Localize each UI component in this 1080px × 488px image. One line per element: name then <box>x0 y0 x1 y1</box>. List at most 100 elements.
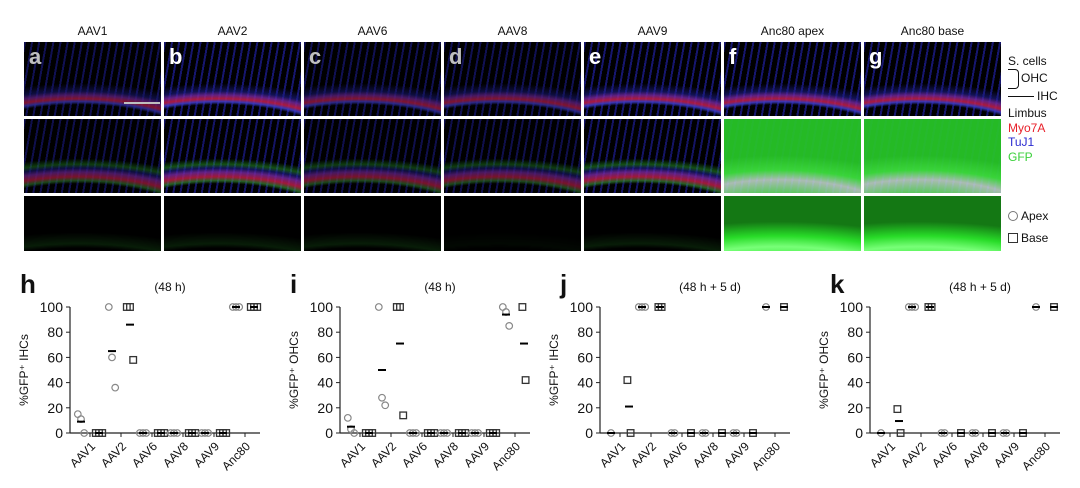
micrograph-panel <box>24 119 161 193</box>
square-icon <box>1008 233 1018 243</box>
x-tick-label: AAV6 <box>399 439 430 470</box>
micrograph-panel: e <box>584 42 721 116</box>
column-label: AAV8 <box>497 24 528 38</box>
legend-base: Base <box>1021 231 1049 245</box>
stain-legend: S. cells OHC IHC Limbus Myo7A TuJ1 GFP <box>1008 54 1058 164</box>
panel-letter: g <box>869 44 883 69</box>
x-tick-label: AAV8 <box>960 439 991 470</box>
y-tick-label: 100 <box>40 299 64 315</box>
chart-k: k (48 h + 5 d) 0 20 40 60 80 100 %GFP⁺ OHCs AAV1 A… <box>810 255 1080 483</box>
y-tick-label: 40 <box>47 375 63 391</box>
chart-title: (48 h) <box>424 280 456 294</box>
panel-letter: f <box>729 44 737 69</box>
micrograph-panel <box>864 119 1001 193</box>
chart-title: (48 h + 5 d) <box>949 280 1011 294</box>
x-tick-label: Anc80 <box>219 439 253 473</box>
x-tick-label: Anc80 <box>489 439 523 473</box>
micrograph-panel <box>724 119 861 193</box>
chart-svg: 0 20 40 60 80 100 %GFP⁺ IHCs AAV1 AAV2 AAV6 AAV8 AA… <box>547 299 790 473</box>
x-tick-label: AAV2 <box>368 439 399 470</box>
y-tick-label: 20 <box>47 400 63 416</box>
base-point <box>399 411 408 420</box>
micrograph-panel <box>864 196 1001 251</box>
chart-i: i (48 h) 0 20 40 60 80 100 %GFP⁺ OHCs AAV1 AAV2 AAV… <box>270 255 540 483</box>
x-tick-label: AAV9 <box>461 439 492 470</box>
apex-point <box>343 413 352 422</box>
y-tick-label: 80 <box>577 324 593 340</box>
x-tick-label: AAV8 <box>690 439 721 470</box>
y-tick-label: 80 <box>317 324 333 340</box>
y-axis-label: %GFP⁺ IHCs <box>17 334 31 406</box>
scale-bar <box>124 102 160 104</box>
y-tick-label: 0 <box>585 425 593 441</box>
y-tick-label: 20 <box>847 400 863 416</box>
x-tick-label: AAV8 <box>160 439 191 470</box>
apex-point <box>381 401 390 410</box>
chart-letter: h <box>20 269 36 299</box>
micrograph-panel: g <box>864 42 1001 116</box>
x-tick-label: AAV9 <box>191 439 222 470</box>
legend-s-cells: S. cells <box>1008 54 1047 68</box>
y-tick-label: 0 <box>325 425 333 441</box>
x-tick-label: AAV1 <box>867 439 898 470</box>
chart-letter: k <box>830 269 845 299</box>
x-tick-label: AAV2 <box>98 439 129 470</box>
y-tick-label: 80 <box>47 324 63 340</box>
micrograph-panel: a <box>24 42 161 116</box>
y-axis-label: %GFP⁺ OHCs <box>817 331 831 409</box>
micrograph-panel: f <box>724 42 861 116</box>
chart-title: (48 h + 5 d) <box>679 280 741 294</box>
panel-letter: c <box>309 44 322 69</box>
micrograph-panel <box>584 119 721 193</box>
column-label: AAV1 <box>77 24 108 38</box>
micrograph-panel: c <box>304 42 441 116</box>
x-tick-label: AAV1 <box>67 439 98 470</box>
micrograph-panel <box>444 119 581 193</box>
legend-apex: Apex <box>1021 209 1049 223</box>
apex-point <box>111 383 120 392</box>
brace-icon <box>1008 68 1019 89</box>
base-point <box>518 303 527 311</box>
apex-point <box>104 303 113 311</box>
y-tick-label: 20 <box>317 400 333 416</box>
micrograph-panel <box>304 119 441 193</box>
base-point <box>126 303 134 311</box>
micrograph-panel <box>164 196 301 251</box>
chart-h: h (48 h) 0 20 40 60 80 100 %GFP⁺ IHCs AAV1 AAV2 AAV… <box>0 255 270 483</box>
legend-ihc: IHC <box>1037 88 1058 103</box>
y-tick-label: 100 <box>570 299 594 315</box>
y-tick-label: 40 <box>317 375 333 391</box>
y-tick-label: 60 <box>317 349 333 365</box>
x-tick-label: AAV2 <box>628 439 659 470</box>
legend-tuj1: TuJ1 <box>1008 135 1035 149</box>
x-tick-label: AAV9 <box>991 439 1022 470</box>
chart-svg: 0 20 40 60 80 100 %GFP⁺ IHCs AAV1 AAV2 AAV6 AAV8 AA… <box>17 299 262 473</box>
x-tick-label: AAV6 <box>129 439 160 470</box>
y-axis-label: %GFP⁺ OHCs <box>287 331 301 409</box>
chart-svg: 0 20 40 60 80 100 %GFP⁺ OHCs AAV1 AAV2 AAV6 AAV8 AA… <box>287 299 530 473</box>
apex-point <box>378 393 386 402</box>
column-label: AAV2 <box>217 24 248 38</box>
x-tick-label: AAV2 <box>898 439 929 470</box>
panel-letter: d <box>449 44 463 69</box>
chart-letter: i <box>290 269 298 299</box>
micrograph-panel: b <box>164 42 301 116</box>
line-icon <box>1008 95 1034 97</box>
apex-point <box>108 353 116 362</box>
micrograph-panel: d <box>444 42 581 116</box>
x-tick-label: AAV8 <box>430 439 461 470</box>
column-label: AAV6 <box>357 24 388 38</box>
micrograph-panel <box>724 196 861 251</box>
chart-svg: 0 20 40 60 80 100 %GFP⁺ OHCs AAV1 AAV2 AAV6 AAV8 AA… <box>817 299 1060 473</box>
panel-letter: a <box>29 44 42 69</box>
micrograph-panel <box>24 196 161 251</box>
y-tick-label: 40 <box>577 375 593 391</box>
micrograph-panel <box>444 196 581 251</box>
y-tick-label: 60 <box>47 349 63 365</box>
base-point <box>623 376 632 385</box>
x-tick-label: Anc80 <box>1019 439 1053 473</box>
micrograph-panel <box>584 196 721 251</box>
column-label: Anc80 base <box>900 24 965 38</box>
micrograph-grid: a b c d e f g <box>24 42 1001 251</box>
base-point <box>129 355 138 364</box>
